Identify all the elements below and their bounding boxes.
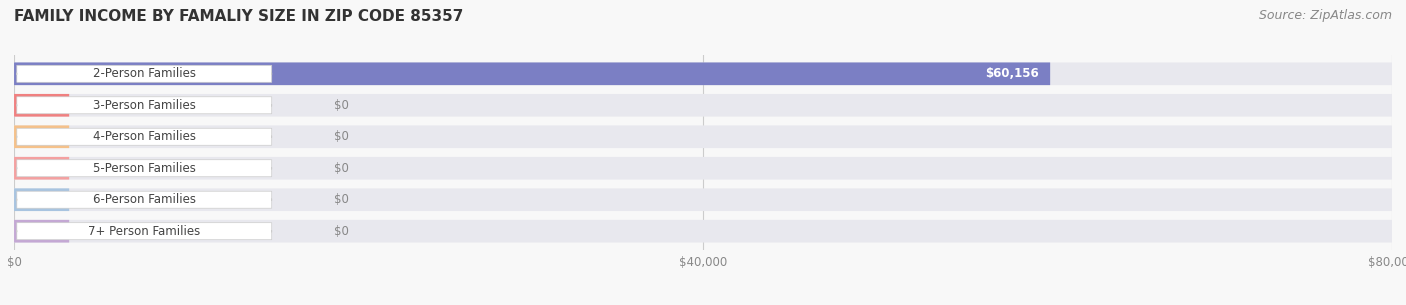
FancyBboxPatch shape bbox=[17, 160, 271, 177]
Text: 2-Person Families: 2-Person Families bbox=[93, 67, 195, 80]
Text: $0: $0 bbox=[333, 99, 349, 112]
FancyBboxPatch shape bbox=[14, 220, 69, 242]
FancyBboxPatch shape bbox=[14, 94, 1392, 117]
FancyBboxPatch shape bbox=[14, 125, 1392, 148]
FancyBboxPatch shape bbox=[17, 223, 271, 240]
Text: Source: ZipAtlas.com: Source: ZipAtlas.com bbox=[1258, 9, 1392, 22]
FancyBboxPatch shape bbox=[14, 63, 1392, 85]
FancyBboxPatch shape bbox=[17, 128, 271, 145]
Text: 7+ Person Families: 7+ Person Families bbox=[89, 225, 201, 238]
Text: 4-Person Families: 4-Person Families bbox=[93, 130, 195, 143]
FancyBboxPatch shape bbox=[14, 220, 1392, 242]
Text: FAMILY INCOME BY FAMALIY SIZE IN ZIP CODE 85357: FAMILY INCOME BY FAMALIY SIZE IN ZIP COD… bbox=[14, 9, 464, 24]
Text: 6-Person Families: 6-Person Families bbox=[93, 193, 195, 206]
FancyBboxPatch shape bbox=[17, 191, 271, 208]
Text: $0: $0 bbox=[333, 130, 349, 143]
Text: 5-Person Families: 5-Person Families bbox=[93, 162, 195, 175]
FancyBboxPatch shape bbox=[14, 157, 1392, 180]
FancyBboxPatch shape bbox=[17, 65, 271, 82]
FancyBboxPatch shape bbox=[14, 125, 69, 148]
FancyBboxPatch shape bbox=[14, 188, 1392, 211]
Text: $0: $0 bbox=[333, 225, 349, 238]
Text: 3-Person Families: 3-Person Families bbox=[93, 99, 195, 112]
Text: $60,156: $60,156 bbox=[986, 67, 1039, 80]
FancyBboxPatch shape bbox=[17, 97, 271, 114]
Text: $0: $0 bbox=[333, 162, 349, 175]
Text: $0: $0 bbox=[333, 193, 349, 206]
FancyBboxPatch shape bbox=[14, 63, 1050, 85]
FancyBboxPatch shape bbox=[14, 94, 69, 117]
FancyBboxPatch shape bbox=[14, 157, 69, 180]
FancyBboxPatch shape bbox=[14, 188, 69, 211]
